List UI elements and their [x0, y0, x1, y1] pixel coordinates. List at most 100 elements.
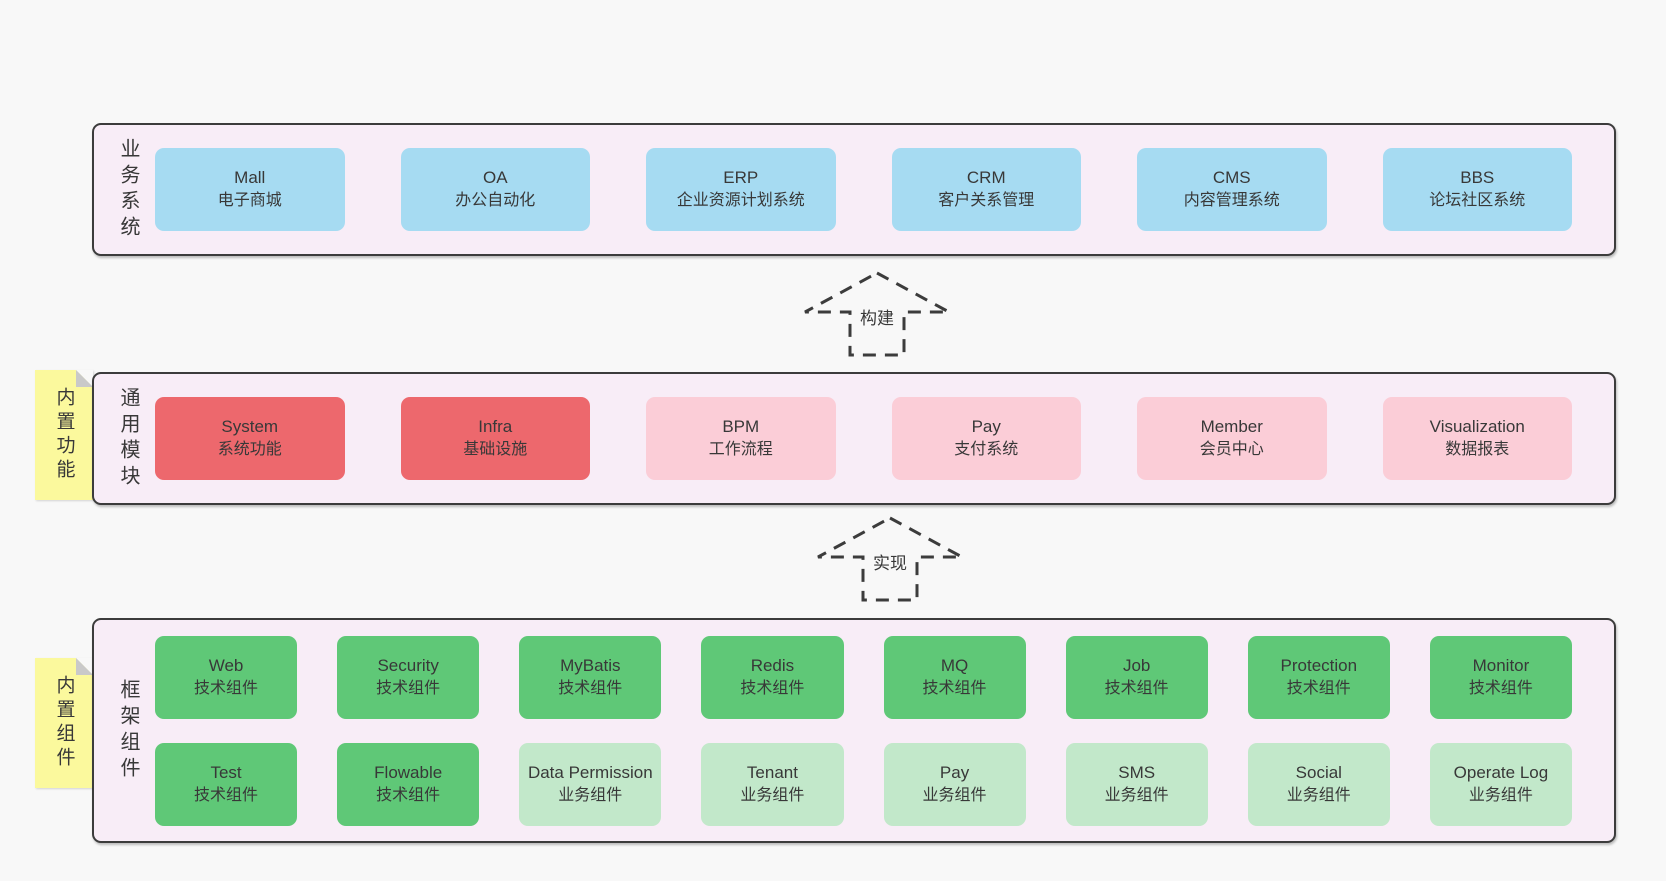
framework-box-monitor: Monitor 技术组件: [1429, 635, 1572, 719]
modules-box-member: Member 会员中心: [1137, 397, 1327, 480]
arrow-implement-label: 实现: [870, 548, 910, 575]
framework-box-web: Web 技术组件: [155, 635, 298, 719]
box-title: MQ: [940, 655, 969, 675]
box-title: System: [221, 417, 279, 437]
business-box-crm: CRM 客户关系管理: [891, 148, 1081, 231]
box-title: Member: [1200, 417, 1263, 437]
box-subtitle: 数据报表: [1445, 441, 1510, 459]
box-subtitle: 工作流程: [708, 441, 773, 459]
layer-business-side-label: 业务系统: [117, 137, 139, 242]
sticky-built-in-components-label: 内置组件: [53, 675, 75, 771]
box-subtitle: 论坛社区系统: [1429, 192, 1526, 210]
box-subtitle: 技术组件: [740, 679, 805, 697]
layer-framework-components: 框架组件 Web 技术组件 Security 技术组件 MyBatis 技术组件 Redis…: [92, 618, 1616, 843]
box-subtitle: 技术组件: [558, 679, 623, 697]
box-title: Protection: [1280, 655, 1358, 675]
framework-box-redis: Redis 技术组件: [701, 635, 844, 719]
box-title: Pay: [971, 417, 1001, 437]
box-title: Social: [1295, 762, 1342, 782]
box-title: Web: [208, 655, 244, 675]
box-title: Infra: [478, 417, 513, 437]
box-title: BBS: [1460, 168, 1495, 188]
box-title: ERP: [723, 168, 759, 188]
box-subtitle: 内容管理系统: [1183, 192, 1280, 210]
box-subtitle: 技术组件: [194, 679, 259, 697]
box-title: CRM: [966, 168, 1006, 188]
box-subtitle: 技术组件: [1468, 679, 1533, 697]
sticky-built-in-functions-label: 内置功能: [53, 387, 75, 483]
box-subtitle: 业务组件: [740, 786, 805, 804]
box-title: Tenant: [746, 762, 798, 782]
box-subtitle: 会员中心: [1199, 441, 1264, 459]
box-title: Flowable: [374, 762, 443, 782]
business-boxes: Mall 电子商城 OA 办公自动化 ERP 企业资源计划系统 CRM 客户关系管理 CMS 内容…: [155, 148, 1572, 231]
module-boxes: System 系统功能 Infra 基础设施 BPM 工作流程 Pay 支付系统 Member 会…: [155, 397, 1572, 480]
box-subtitle: 电子商城: [217, 192, 282, 210]
framework-box-job: Job 技术组件: [1065, 635, 1208, 719]
modules-box-infra: Infra 基础设施: [400, 397, 590, 480]
layer-modules-side-label: 通用模块: [117, 386, 139, 491]
dashed-up-arrow-icon: [804, 271, 950, 357]
dashed-up-arrow-icon: [817, 516, 963, 602]
box-title: Data Permission: [527, 762, 653, 782]
framework-box-mybatis: MyBatis 技术组件: [519, 635, 662, 719]
business-box-oa: OA 办公自动化: [400, 148, 590, 231]
layer-common-modules: 通用模块 System 系统功能 Infra 基础设施 BPM 工作流程 Pay 支付系统 Me…: [92, 372, 1616, 505]
arrow-build-label: 构建: [857, 303, 897, 330]
box-subtitle: 业务组件: [922, 786, 987, 804]
arrow-implement: 实现: [815, 515, 965, 603]
box-subtitle: 技术组件: [376, 786, 441, 804]
box-subtitle: 支付系统: [954, 441, 1019, 459]
arrow-build: 构建: [802, 270, 952, 358]
business-box-bbs: BBS 论坛社区系统: [1382, 148, 1572, 231]
box-title: Monitor: [1472, 655, 1530, 675]
box-subtitle: 基础设施: [463, 441, 528, 459]
box-subtitle: 技术组件: [194, 786, 259, 804]
framework-box-sms: SMS 业务组件: [1065, 742, 1208, 826]
box-subtitle: 业务组件: [558, 786, 623, 804]
framework-box-social: Social 业务组件: [1247, 742, 1390, 826]
framework-box-pay: Pay 业务组件: [883, 742, 1026, 826]
box-title: SMS: [1118, 762, 1156, 782]
box-subtitle: 技术组件: [1286, 679, 1351, 697]
framework-box-protection: Protection 技术组件: [1247, 635, 1390, 719]
modules-box-pay: Pay 支付系统: [891, 397, 1081, 480]
box-title: Pay: [939, 762, 970, 782]
modules-box-visualization: Visualization 数据报表: [1382, 397, 1572, 480]
business-box-erp: ERP 企业资源计划系统: [646, 148, 836, 231]
box-title: BPM: [722, 417, 760, 437]
business-box-cms: CMS 内容管理系统: [1137, 148, 1327, 231]
box-subtitle: 系统功能: [217, 441, 282, 459]
box-title: CMS: [1212, 168, 1251, 188]
framework-box-mq: MQ 技术组件: [883, 635, 1026, 719]
box-title: Visualization: [1429, 417, 1525, 437]
sticky-built-in-components: 内置组件: [35, 658, 93, 788]
box-subtitle: 技术组件: [1104, 679, 1169, 697]
box-title: Security: [377, 655, 439, 675]
business-box-mall: Mall 电子商城: [155, 148, 345, 231]
sticky-built-in-functions: 内置功能: [35, 370, 93, 500]
box-title: OA: [482, 168, 508, 188]
modules-box-system: System 系统功能: [155, 397, 345, 480]
layer-business-systems: 业务系统 Mall 电子商城 OA 办公自动化 ERP 企业资源计划系统 CRM 客户关系管理…: [92, 123, 1616, 256]
box-title: Job: [1122, 655, 1151, 675]
framework-box-operate-log: Operate Log 业务组件: [1429, 742, 1572, 826]
framework-box-data-permission: Data Permission 业务组件: [519, 742, 662, 826]
layer-framework-side-label: 框架组件: [117, 678, 139, 783]
box-title: Mall: [234, 168, 266, 188]
framework-boxes: Web 技术组件 Security 技术组件 MyBatis 技术组件 Redis 技术组件 M…: [155, 635, 1572, 826]
box-title: Test: [210, 762, 242, 782]
box-subtitle: 技术组件: [922, 679, 987, 697]
box-subtitle: 办公自动化: [455, 192, 536, 210]
box-subtitle: 业务组件: [1286, 786, 1351, 804]
box-subtitle: 客户关系管理: [938, 192, 1035, 210]
modules-box-bpm: BPM 工作流程: [646, 397, 836, 480]
box-subtitle: 业务组件: [1104, 786, 1169, 804]
framework-box-test: Test 技术组件: [155, 742, 298, 826]
framework-box-tenant: Tenant 业务组件: [701, 742, 844, 826]
box-title: Operate Log: [1453, 762, 1549, 782]
box-title: MyBatis: [560, 655, 621, 675]
box-subtitle: 技术组件: [376, 679, 441, 697]
box-title: Redis: [750, 655, 795, 675]
framework-box-security: Security 技术组件: [337, 635, 480, 719]
